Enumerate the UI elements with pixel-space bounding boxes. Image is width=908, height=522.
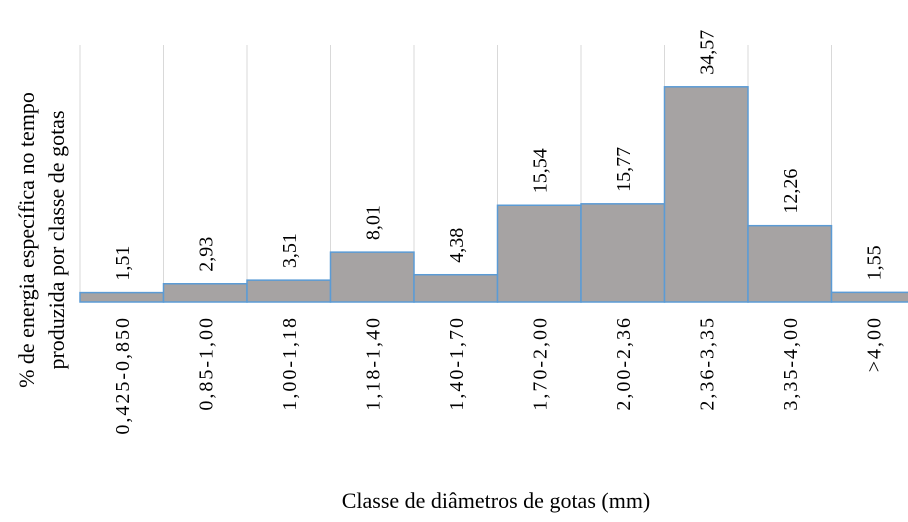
x-tick-label: 1,70-2,00 (529, 316, 551, 411)
value-label: 34,57 (696, 30, 718, 75)
bar (246, 279, 332, 303)
x-tick-label: 2,00-2,36 (613, 316, 635, 411)
bar (830, 291, 908, 303)
value-label: 1,51 (112, 246, 134, 281)
bar (747, 224, 833, 303)
x-tick-label: 1,40-1,70 (446, 316, 468, 411)
value-label: 15,77 (613, 147, 635, 192)
bar (580, 203, 666, 303)
y-axis-title: produzida por classe de gotas (44, 110, 69, 369)
value-label: 8,01 (362, 205, 384, 240)
value-label: 12,26 (780, 169, 802, 214)
bar (162, 283, 248, 303)
bar (496, 204, 582, 303)
value-label: 4,38 (446, 228, 468, 263)
x-tick-label: 3,35-4,00 (780, 316, 802, 411)
x-tick-label: 0,425-0,850 (112, 316, 134, 435)
bar (663, 86, 749, 303)
value-label: 15,54 (529, 148, 551, 193)
bar (413, 273, 499, 303)
bar (329, 251, 415, 303)
value-label: 1,55 (863, 245, 885, 280)
x-axis-title: Classe de diâmetros de gotas (mm) (342, 488, 651, 513)
x-tick-label: 2,36-3,35 (696, 316, 718, 411)
y-axis-title: % de energia específica no tempo (14, 92, 39, 388)
x-tick-label: 1,18-1,40 (362, 316, 384, 411)
x-tick-label: 1,00-1,18 (279, 316, 301, 411)
value-label: 3,51 (279, 233, 301, 268)
x-tick-label: >4,00 (863, 316, 885, 372)
x-tick-label: 0,85-1,00 (195, 316, 217, 411)
bar (79, 291, 165, 303)
value-label: 2,93 (195, 237, 217, 272)
